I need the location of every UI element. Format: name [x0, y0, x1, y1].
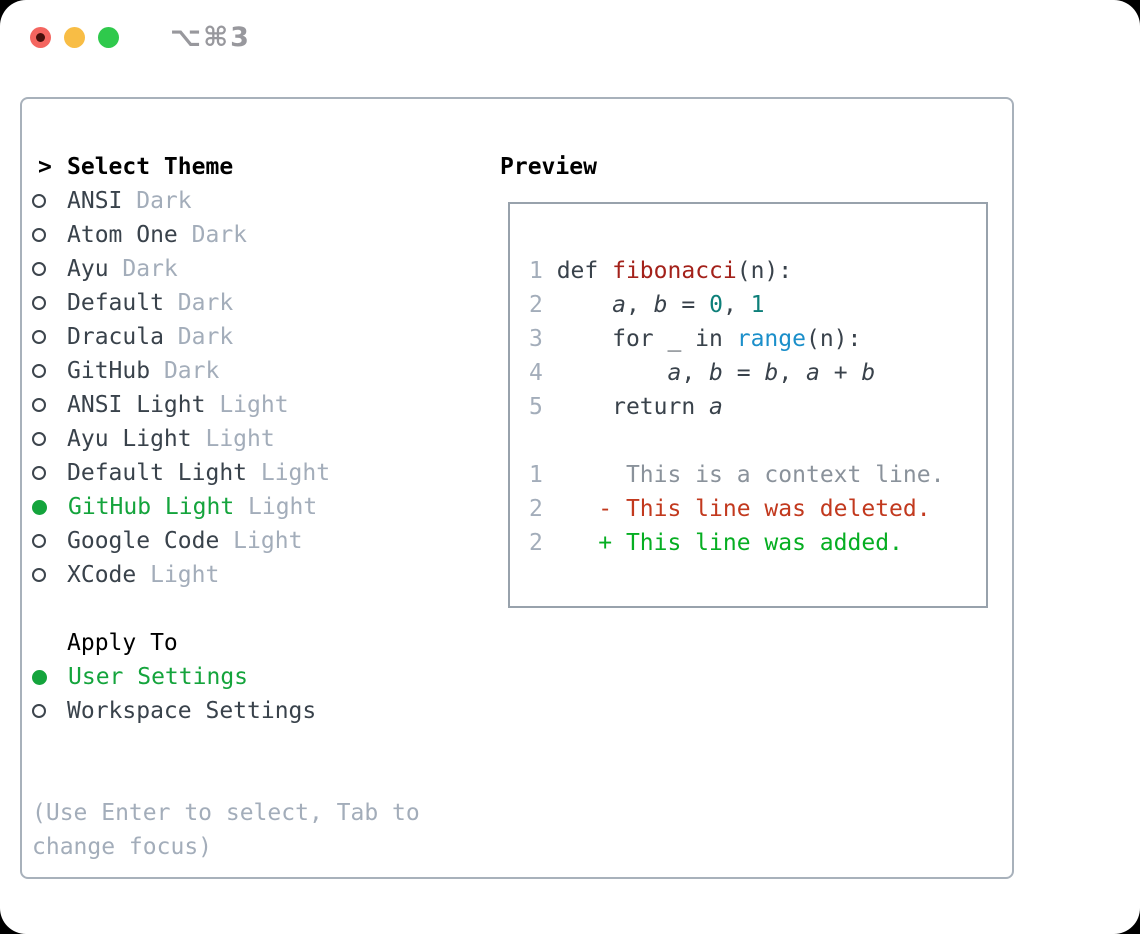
theme-variant: Dark [163, 324, 234, 350]
spacer [22, 592, 420, 626]
select-theme-title: Select Theme [67, 154, 234, 180]
theme-name: GitHub [67, 358, 151, 384]
spacer [22, 728, 420, 762]
code-line: 2 a, b = 0, 1 [529, 292, 765, 318]
radio-icon [32, 704, 46, 718]
theme-name: Default [67, 290, 164, 316]
preview-pane: 1 def fibonacci(n): 2 a, b = 0, 1 3 for _ … [508, 202, 988, 608]
theme-option-atom-one[interactable]: Atom One Dark [22, 218, 420, 252]
radio-icon [32, 330, 46, 344]
theme-variant: Dark [108, 256, 178, 282]
theme-option-github-light[interactable]: GitHub Light Light [22, 490, 420, 524]
theme-option-google-code[interactable]: Google Code Light [22, 524, 420, 558]
apply-to-header: Apply To [22, 626, 420, 660]
code-line [529, 424, 944, 458]
hint-line: change focus) [32, 834, 213, 860]
code-line: 3 for _ in range(n): [529, 326, 862, 352]
theme-variant: Light [136, 562, 220, 588]
radio-icon [32, 398, 46, 412]
hint-text: (Use Enter to select, Tab to change focu… [22, 796, 420, 864]
theme-variant: Light [247, 460, 331, 486]
theme-option-ansi[interactable]: ANSI Dark [22, 184, 420, 218]
theme-option-ansi-light[interactable]: ANSI Light Light [22, 388, 420, 422]
theme-name: XCode [67, 562, 137, 588]
theme-name: ANSI Light [67, 392, 206, 418]
theme-name: Ayu [67, 256, 109, 282]
window-title-shortcut: ⌥⌘3 [170, 22, 251, 53]
close-button[interactable] [30, 27, 51, 48]
apply-option-workspace-settings[interactable]: Workspace Settings [22, 694, 420, 728]
theme-name: Atom One [67, 222, 178, 248]
radio-icon [32, 466, 46, 480]
theme-variant: Dark [163, 290, 234, 316]
apply-to-title: Apply To [67, 630, 178, 656]
theme-name: Default Light [67, 460, 248, 486]
theme-option-xcode[interactable]: XCode Light [22, 558, 420, 592]
theme-name: Ayu Light [67, 426, 192, 452]
minimize-button[interactable] [64, 27, 85, 48]
radio-selected-icon [32, 669, 47, 685]
apply-option-label: User Settings [68, 664, 249, 690]
theme-variant: Light [205, 392, 289, 418]
theme-option-default-light[interactable]: Default Light Light [22, 456, 420, 490]
close-dot-icon [36, 33, 45, 42]
theme-variant: Light [219, 528, 303, 554]
theme-option-ayu[interactable]: Ayu Dark [22, 252, 420, 286]
preview-title: Preview [500, 154, 597, 180]
theme-option-ayu-light[interactable]: Ayu Light Light [22, 422, 420, 456]
code-preview: 1 def fibonacci(n): 2 a, b = 0, 1 3 for _ … [529, 254, 944, 560]
radio-icon [32, 364, 46, 378]
theme-variant: Dark [150, 358, 220, 384]
code-line: 1 This is a context line. [529, 462, 945, 488]
radio-icon [32, 296, 46, 310]
code-line: 2 + This line was added. [529, 530, 903, 556]
theme-variant: Dark [122, 188, 192, 214]
apply-option-label: Workspace Settings [67, 698, 317, 724]
radio-icon [32, 194, 46, 208]
theme-variant: Dark [177, 222, 248, 248]
theme-option-dracula[interactable]: Dracula Dark [22, 320, 420, 354]
theme-name: GitHub Light [68, 494, 235, 520]
code-line: 2 - This line was deleted. [529, 496, 931, 522]
theme-variant: Light [191, 426, 275, 452]
code-line: 4 a, b = b, a + b [529, 360, 876, 386]
radio-icon [32, 534, 46, 548]
theme-name: Dracula [67, 324, 164, 350]
theme-name: ANSI [67, 188, 123, 214]
theme-list: ANSI Dark Atom One Dark Ayu Dark Default Da… [22, 184, 420, 592]
code-line: 1 def fibonacci(n): [529, 258, 793, 284]
theme-option-github[interactable]: GitHub Dark [22, 354, 420, 388]
radio-icon [32, 262, 46, 276]
spacer [22, 762, 420, 796]
radio-selected-icon [32, 499, 47, 515]
apply-option-user-settings[interactable]: User Settings [22, 660, 420, 694]
theme-picker: > Select Theme ANSI Dark Atom One Dark Ayu… [22, 150, 420, 864]
hint-line: (Use Enter to select, Tab to [32, 800, 420, 826]
radio-icon [32, 432, 46, 446]
code-line: 5 return a [529, 394, 723, 420]
theme-name: Google Code [67, 528, 220, 554]
apply-to-list: User Settings Workspace Settings [22, 660, 420, 728]
titlebar: ⌥⌘3 [0, 0, 1140, 74]
theme-variant: Light [234, 494, 318, 520]
prompt-caret-icon: > [38, 154, 52, 180]
select-theme-header: > Select Theme [22, 150, 420, 184]
theme-picker-panel: > Select Theme ANSI Dark Atom One Dark Ayu… [20, 97, 1014, 879]
zoom-button[interactable] [98, 27, 119, 48]
radio-icon [32, 568, 46, 582]
theme-option-default[interactable]: Default Dark [22, 286, 420, 320]
radio-icon [32, 228, 46, 242]
